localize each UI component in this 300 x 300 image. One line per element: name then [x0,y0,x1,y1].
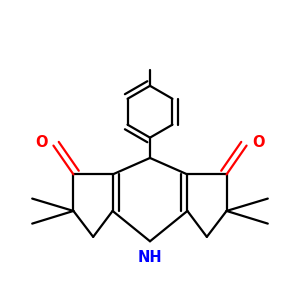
Text: NH: NH [138,250,162,265]
Text: O: O [253,134,265,150]
Text: O: O [35,134,47,150]
